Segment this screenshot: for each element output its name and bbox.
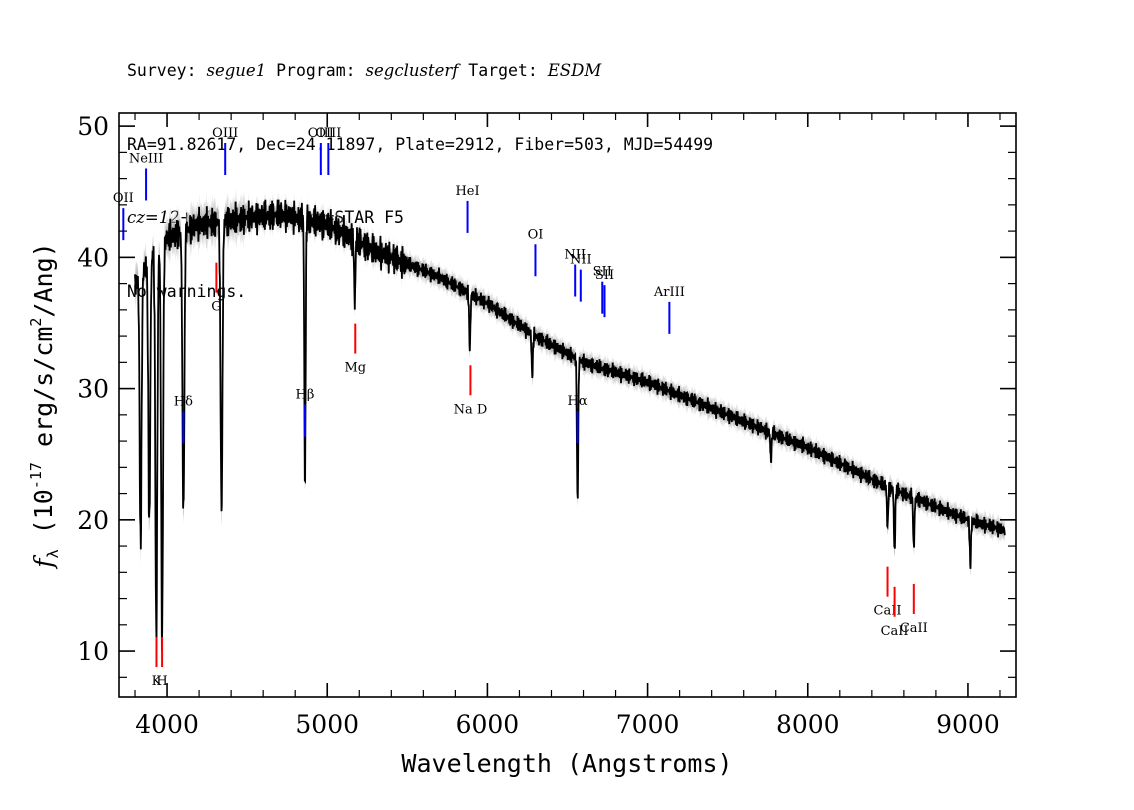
x-tick-label: 5000 <box>295 710 359 739</box>
emission-line-label: OII <box>113 191 134 206</box>
emission-line-label: OIII <box>308 126 334 141</box>
emission-line-label: OIII <box>212 126 238 141</box>
program-label: Program: <box>276 61 356 80</box>
emission-line-label: ArIII <box>653 285 685 300</box>
y-tick-label: 50 <box>77 112 109 141</box>
y-tick-label: 30 <box>77 375 109 404</box>
y-tick-label: 20 <box>77 506 109 535</box>
spectral-line-markers: OIINeIIIHδOIIIHβOIIIOIIIHeIOINIIHαNIISII… <box>113 126 928 689</box>
x-tick-label: 8000 <box>776 710 840 739</box>
y-axis-mid: erg/s/cm <box>29 327 58 462</box>
emission-line-label: SII <box>593 265 612 280</box>
target-name: ESDM <box>547 61 602 80</box>
y-axis-symbol: f <box>29 555 58 570</box>
absorption-line-label: K <box>152 674 162 689</box>
y-axis-title: fλ (10-17 erg/s/cm2/Ang) <box>27 242 62 569</box>
absorption-line-label: CaII <box>874 604 902 619</box>
absorption-line-label: H <box>156 674 167 689</box>
flux-series <box>134 199 1006 651</box>
emission-line-label: Hδ <box>174 395 193 410</box>
emission-line-label: Hα <box>568 394 588 409</box>
emission-line-label: SII <box>595 268 614 283</box>
axis-ticks: 4000 5000 6000 7000 8000 9000 10 20 30 40 50 <box>77 112 1016 739</box>
program-name: segclusterf <box>365 61 459 80</box>
absorption-line-label: Na D <box>454 402 488 417</box>
absorption-line-label: G <box>211 300 221 315</box>
emission-line-label: NII <box>564 248 586 263</box>
survey-name: segue1 <box>206 61 267 80</box>
x-tick-label: 4000 <box>135 710 199 739</box>
y-axis-subscript: λ <box>44 549 62 558</box>
y-tick-label: 10 <box>77 637 109 666</box>
emission-line-label: NII <box>570 253 592 268</box>
y-axis-post: /Ang) <box>29 242 58 317</box>
y-tick-label: 40 <box>77 243 109 272</box>
y-axis-exponent: -17 <box>27 462 45 489</box>
x-tick-label: 7000 <box>616 710 680 739</box>
absorption-line-label: CaII <box>900 621 928 636</box>
x-tick-label: 9000 <box>936 710 1000 739</box>
y-axis-pre: (10 <box>29 489 58 549</box>
plot-frame <box>118 112 1017 698</box>
absorption-line-label: Mg <box>344 361 366 376</box>
flux-line <box>134 199 1006 651</box>
header-line-survey: Survey: segue1 Program: segclusterf Targ… <box>127 59 713 84</box>
absorption-line-label: CaII <box>881 624 909 639</box>
x-tick-label: 6000 <box>456 710 520 739</box>
emission-line-label: Hβ <box>296 388 315 403</box>
emission-line-label: HeI <box>455 184 479 199</box>
y-axis-exponent-2: 2 <box>27 318 45 327</box>
survey-label: Survey: <box>127 61 197 80</box>
emission-line-label: OI <box>528 227 544 242</box>
x-axis-title: Wavelength (Angstroms) <box>401 749 732 778</box>
emission-line-label: NeIII <box>129 151 163 166</box>
target-label: Target: <box>468 61 538 80</box>
emission-line-label: OIII <box>315 126 341 141</box>
header-line-coordinates: RA=91.82617, Dec=24.11897, Plate=2912, F… <box>127 134 714 154</box>
